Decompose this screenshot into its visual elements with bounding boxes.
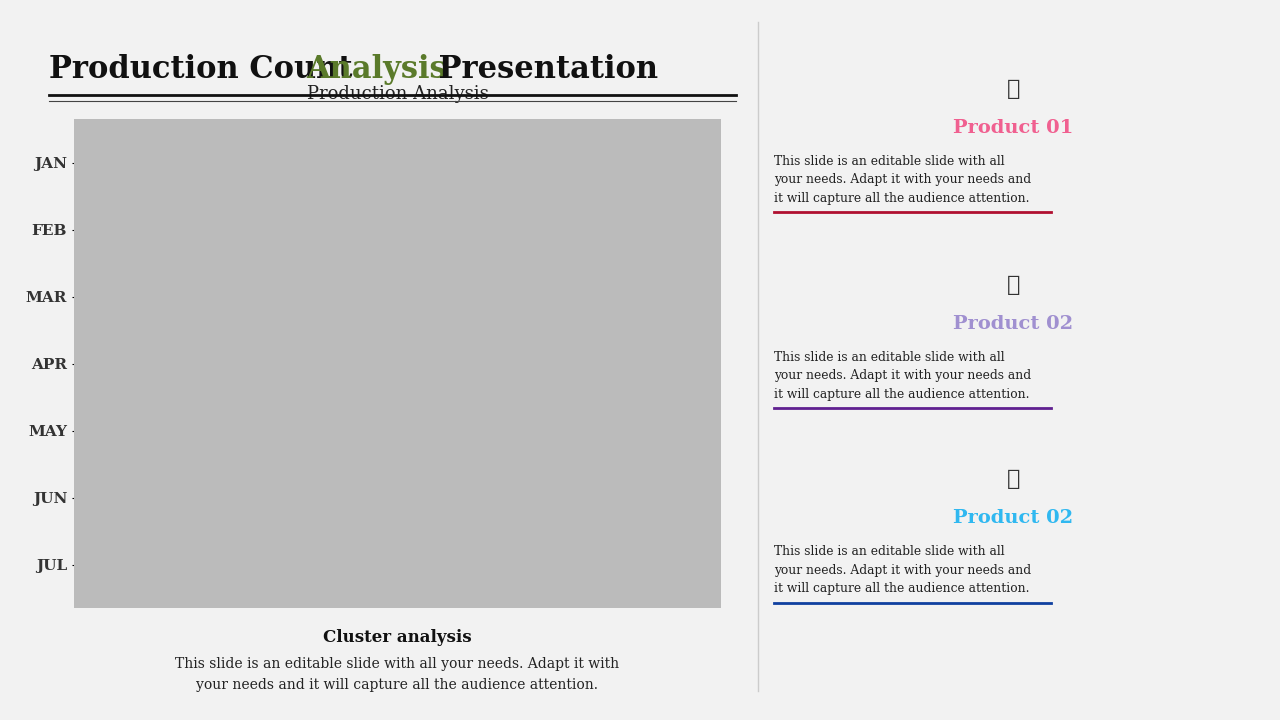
Text: 25: 25 — [559, 424, 577, 437]
Text: 48: 48 — [274, 558, 291, 571]
Bar — [77, 217, 376, 243]
Text: This slide is an editable slide with all
your needs. Adapt it with your needs an: This slide is an editable slide with all… — [774, 155, 1032, 204]
Text: 10: 10 — [539, 290, 556, 303]
Text: 🙌: 🙌 — [1006, 469, 1020, 490]
Text: 25: 25 — [474, 223, 492, 236]
Text: Production Count: Production Count — [49, 54, 362, 85]
Text: 15: 15 — [132, 424, 150, 437]
Bar — [205, 418, 462, 444]
Text: 20: 20 — [154, 156, 172, 169]
Bar — [77, 485, 205, 510]
Bar — [632, 351, 718, 377]
Text: 10: 10 — [521, 558, 539, 571]
Text: Cluster analysis: Cluster analysis — [323, 629, 472, 646]
Text: 15: 15 — [132, 491, 150, 504]
Bar — [504, 284, 590, 310]
Text: 35: 35 — [218, 223, 236, 236]
Bar — [376, 150, 590, 176]
Bar — [77, 150, 248, 176]
Bar — [376, 217, 590, 243]
Text: 10: 10 — [623, 223, 641, 236]
Bar — [572, 552, 701, 577]
Text: This slide is an editable slide with all your needs. Adapt it with: This slide is an editable slide with all… — [175, 657, 620, 671]
Bar — [77, 418, 205, 444]
Text: Product 02: Product 02 — [954, 315, 1073, 333]
Bar — [248, 150, 376, 176]
Bar — [590, 217, 676, 243]
Text: 30: 30 — [325, 424, 342, 437]
Text: 20: 20 — [282, 491, 300, 504]
Text: 20: 20 — [410, 290, 428, 303]
Text: 35: 35 — [517, 491, 534, 504]
Text: 30: 30 — [196, 290, 214, 303]
Bar — [333, 284, 504, 310]
Text: 10: 10 — [667, 357, 684, 370]
Text: This slide is an editable slide with all
your needs. Adapt it with your needs an: This slide is an editable slide with all… — [774, 351, 1032, 400]
Text: 15: 15 — [303, 156, 321, 169]
Bar — [77, 284, 333, 310]
Bar — [77, 552, 488, 577]
Text: your needs and it will capture all the audience attention.: your needs and it will capture all the a… — [196, 678, 599, 692]
Text: Analysis: Analysis — [306, 54, 447, 85]
Bar — [291, 351, 632, 377]
Text: 25: 25 — [175, 357, 192, 370]
Text: 25: 25 — [474, 156, 492, 169]
Text: Product 01: Product 01 — [952, 119, 1074, 137]
Text: This slide is an editable slide with all
your needs. Adapt it with your needs an: This slide is an editable slide with all… — [774, 545, 1032, 595]
Text: Production Analysis: Production Analysis — [307, 85, 488, 103]
Text: 🖶: 🖶 — [1006, 79, 1020, 99]
Text: 15: 15 — [628, 558, 645, 571]
Text: Product 02: Product 02 — [954, 509, 1073, 527]
Bar — [77, 351, 291, 377]
Bar — [205, 485, 376, 510]
Text: 🗄: 🗄 — [1006, 275, 1020, 295]
Text: 40: 40 — [453, 357, 470, 370]
Text: Presentation: Presentation — [428, 54, 658, 85]
Bar — [488, 552, 572, 577]
Bar — [462, 418, 676, 444]
Bar — [376, 485, 676, 510]
